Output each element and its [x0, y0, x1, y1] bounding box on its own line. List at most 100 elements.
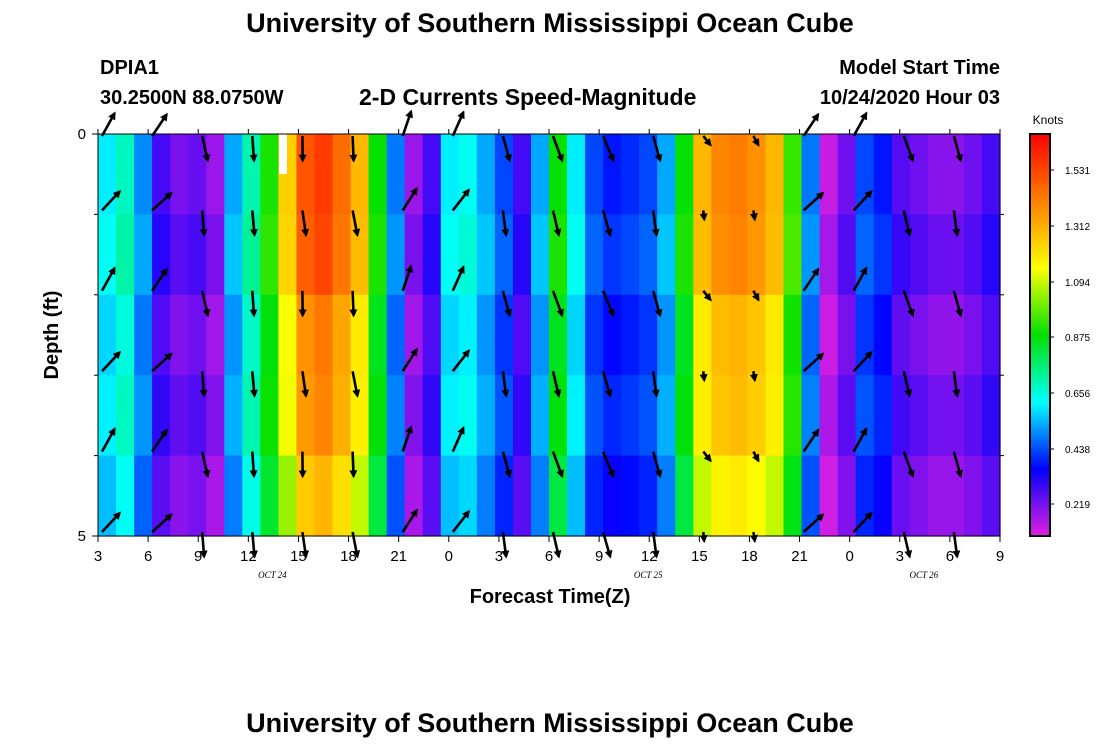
heatmap-cell [206, 134, 225, 215]
heatmap-cell [98, 134, 117, 215]
heatmap-cell [909, 375, 929, 457]
heatmap-cell [512, 375, 532, 457]
heatmap-cell [963, 455, 983, 537]
current-vector [100, 427, 116, 453]
heatmap-cell [278, 455, 298, 537]
heatmap-cell [368, 134, 388, 215]
heatmap-cell [549, 375, 568, 457]
x-tick-label: 21 [791, 548, 808, 565]
missing-data-marker [279, 134, 287, 174]
current-vector [301, 210, 310, 238]
heatmap-cell [422, 294, 442, 376]
x-tick-label: 9 [194, 548, 202, 565]
x-tick-label: 9 [595, 548, 603, 565]
heatmap-cell [837, 214, 857, 296]
current-vector [749, 371, 758, 383]
heatmap-cell [530, 294, 550, 376]
heatmap-cell [476, 294, 496, 376]
heatmap-cell [819, 455, 839, 537]
heatmap-cell [891, 294, 911, 376]
model-start-label: Model Start Time [839, 57, 1000, 79]
heatmap-cell [783, 294, 803, 376]
heatmap-cell [567, 375, 586, 457]
heatmap-cell [386, 134, 406, 215]
current-vector [952, 210, 961, 238]
current-vector [952, 451, 963, 479]
heatmap-cell [909, 455, 929, 537]
colorbar-tick-label: 0.219 [1065, 500, 1090, 511]
current-vector [852, 189, 873, 212]
heatmap-cell [819, 375, 839, 457]
current-vector [151, 513, 173, 533]
heatmap-cell [963, 214, 983, 296]
heatmap-cell [422, 134, 442, 215]
heatmap-cell [458, 214, 478, 296]
heatmap-cell [404, 294, 424, 376]
current-vector [852, 427, 868, 453]
current-vector [651, 451, 663, 479]
heatmap-cell [314, 455, 334, 537]
current-vector [199, 371, 208, 398]
heatmap-cell [314, 375, 334, 457]
heatmap-cell [927, 134, 947, 215]
heatmap-cell [549, 214, 568, 296]
heatmap-cell [206, 214, 225, 296]
heatmap-cell [386, 455, 406, 537]
x-tick-label: 3 [896, 548, 904, 565]
heatmap-cell [152, 375, 171, 457]
heatmap-cell [440, 455, 460, 537]
x-tick-label: 3 [495, 548, 503, 565]
heatmap-cell [512, 214, 532, 296]
heatmap-cell [747, 375, 767, 457]
current-vector [852, 350, 873, 373]
heatmap-cell [512, 455, 532, 537]
heatmap-cell [729, 375, 749, 457]
heatmap-cell [873, 375, 893, 457]
heatmap-cell [927, 375, 947, 457]
heatmap-cell [296, 214, 316, 296]
x-axis-title: Forecast Time(Z) [470, 586, 631, 608]
heatmap-cell [963, 134, 983, 215]
heatmap-cell [909, 214, 929, 296]
heatmap-cell [567, 134, 586, 215]
x-tick-label: 12 [240, 548, 257, 565]
heatmap-cell [224, 375, 243, 457]
current-vector [749, 210, 758, 222]
heatmap-cell [134, 294, 153, 376]
x-tick-label: 0 [845, 548, 853, 565]
current-vector [401, 347, 418, 372]
current-vector [401, 264, 413, 292]
heatmap-cell [693, 455, 712, 537]
heatmap-cell [729, 214, 749, 296]
current-vector [702, 450, 712, 463]
heatmap-cell [585, 375, 604, 457]
heatmap-cell [134, 214, 153, 296]
heatmap-cell [404, 375, 424, 457]
station-coords: 30.2500N 88.0750W [100, 87, 284, 109]
heatmap-cell [765, 294, 785, 376]
heatmap-cell [729, 134, 749, 215]
heatmap-cell [224, 214, 243, 296]
heatmap-cell [458, 294, 478, 376]
heatmap-cell [711, 134, 730, 215]
heatmap-cell [242, 455, 261, 537]
current-vector [601, 370, 613, 398]
date-label: OCT 25 [634, 570, 663, 580]
heatmap-cell [296, 375, 316, 457]
current-vector [699, 210, 708, 222]
heatmap-cell [476, 455, 496, 537]
heatmap-cell [783, 455, 803, 537]
current-vector [752, 450, 760, 463]
heatmap-cell [981, 375, 1001, 457]
heatmap-cell [494, 294, 514, 376]
heatmap-cell [206, 375, 225, 457]
heatmap-cell [332, 375, 352, 457]
heatmap-cell [134, 375, 153, 457]
page-title: University of Southern Mississippi Ocean… [246, 8, 854, 38]
current-vector [249, 371, 258, 398]
heatmap-cell [278, 294, 298, 376]
current-vector [401, 425, 413, 453]
current-vector [100, 266, 116, 292]
current-vector [902, 451, 915, 479]
x-tick-label: 18 [741, 548, 758, 565]
